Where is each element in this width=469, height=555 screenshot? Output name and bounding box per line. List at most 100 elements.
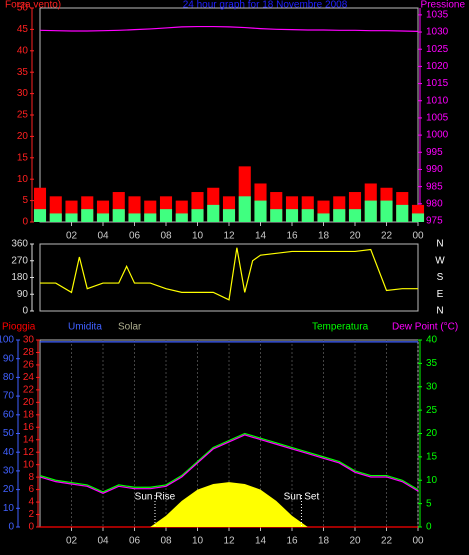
- y-tick-label: 90: [17, 289, 29, 300]
- y2-tick-label: 1025: [426, 44, 449, 55]
- y-tick-label: 25: [17, 110, 29, 121]
- x-tick-label: 06: [129, 536, 141, 547]
- bar: [128, 213, 141, 222]
- y3-tick-label: 20: [3, 484, 15, 495]
- y2-tick-label: 1000: [426, 130, 449, 141]
- y2-tick-label: 995: [426, 147, 443, 158]
- annotation: Sun Set: [284, 492, 320, 503]
- bar: [191, 209, 204, 222]
- y3-tick-label: 70: [3, 391, 15, 402]
- y2-tick-label: 0: [426, 522, 432, 533]
- x-tick-label: 14: [255, 231, 267, 242]
- y2-tick-label: 980: [426, 198, 443, 209]
- y2-tick-label: 975: [426, 216, 443, 227]
- area: [40, 482, 418, 527]
- y3-tick-label: 30: [3, 466, 15, 477]
- x-tick-label: 16: [286, 231, 298, 242]
- y-tick-label: 22: [23, 385, 35, 396]
- y2-tick-label: 5: [426, 498, 432, 509]
- y-tick-label: 50: [17, 3, 29, 14]
- x-tick-label: 20: [349, 536, 361, 547]
- y-tick-label: 35: [17, 67, 29, 78]
- bar: [380, 200, 393, 222]
- bar: [49, 213, 62, 222]
- y-tick-label: 6: [28, 484, 34, 495]
- y3-tick-label: 80: [3, 372, 15, 383]
- line: [39, 25, 419, 32]
- line: [40, 247, 418, 301]
- x-tick-label: 18: [318, 536, 330, 547]
- x-tick-label: 06: [129, 231, 141, 242]
- y2-tick-label: 30: [426, 381, 438, 392]
- y2-tick-label: 990: [426, 164, 443, 175]
- chart-title: 24 hour graph for 18 Novembre 2008: [183, 0, 348, 11]
- x-tick-label: 22: [381, 536, 393, 547]
- y2-tick-label: 15: [426, 452, 438, 463]
- y3-tick-label: 40: [3, 447, 15, 458]
- x-tick-label: 08: [160, 231, 172, 242]
- x-tick-label: 08: [160, 536, 172, 547]
- x-tick-label: 04: [97, 231, 109, 242]
- y-label: Forza vento): [5, 0, 61, 11]
- y-tick-label: 30: [23, 335, 35, 346]
- plot-frame: [39, 243, 419, 312]
- direction-label: E: [437, 289, 444, 300]
- x-tick-label: 04: [97, 536, 109, 547]
- y-tick-label: 0: [22, 306, 28, 317]
- y3-tick-label: 0: [8, 522, 14, 533]
- y-tick-label: 12: [23, 447, 35, 458]
- y-tick-label: 14: [23, 434, 35, 445]
- y2-tick-label: 35: [426, 358, 438, 369]
- line: [39, 432, 419, 493]
- x-tick-label: 20: [349, 231, 361, 242]
- y2-tick-label: 40: [426, 335, 438, 346]
- bar: [317, 213, 330, 222]
- bar: [238, 196, 251, 222]
- bar: [411, 213, 425, 222]
- bar: [96, 213, 110, 222]
- bar: [65, 213, 78, 222]
- x-tick-label: 12: [223, 536, 235, 547]
- y-tick-label: 10: [23, 459, 35, 470]
- y2-tick-label: 20: [426, 428, 438, 439]
- y2-tick-label: 985: [426, 181, 443, 192]
- bar: [396, 204, 409, 222]
- y-tick-label: 45: [17, 24, 29, 35]
- bar: [144, 213, 157, 222]
- y-tick-label: 24: [23, 372, 35, 383]
- y2-tick-label: 1010: [426, 95, 449, 106]
- bar: [254, 200, 267, 222]
- legend-entry: Dew Point (°C): [392, 322, 458, 333]
- y-tick-label: 0: [28, 522, 34, 533]
- bar: [207, 204, 220, 222]
- bar: [301, 209, 314, 222]
- y-tick-label: 15: [17, 152, 29, 163]
- y-tick-label: 5: [22, 195, 28, 206]
- x-tick-label: 10: [192, 536, 204, 547]
- y2-label: Pressione: [421, 0, 466, 11]
- direction-label: N: [436, 239, 443, 250]
- y-tick-label: 26: [23, 360, 35, 371]
- y3-tick-label: 60: [3, 409, 15, 420]
- x-tick-label: 22: [381, 231, 393, 242]
- legend-entry: Solar: [118, 322, 142, 333]
- y3-tick-label: 10: [3, 503, 15, 514]
- bar: [81, 209, 94, 222]
- direction-label: N: [436, 306, 443, 317]
- bar: [159, 209, 173, 222]
- x-tick-label: 10: [192, 231, 204, 242]
- line: [39, 434, 419, 494]
- y2-tick-label: 1030: [426, 27, 449, 38]
- y-tick-label: 20: [23, 397, 35, 408]
- y3-tick-label: 100: [0, 335, 14, 346]
- y2-tick-label: 1015: [426, 78, 449, 89]
- plot-frame: [39, 7, 419, 223]
- y-tick-label: 2: [28, 509, 34, 520]
- direction-label: S: [437, 272, 444, 283]
- legend-entry: Temperatura: [312, 322, 369, 333]
- bar: [333, 209, 346, 222]
- annotation: Sun Rise: [135, 492, 176, 503]
- y2-tick-label: 1020: [426, 61, 449, 72]
